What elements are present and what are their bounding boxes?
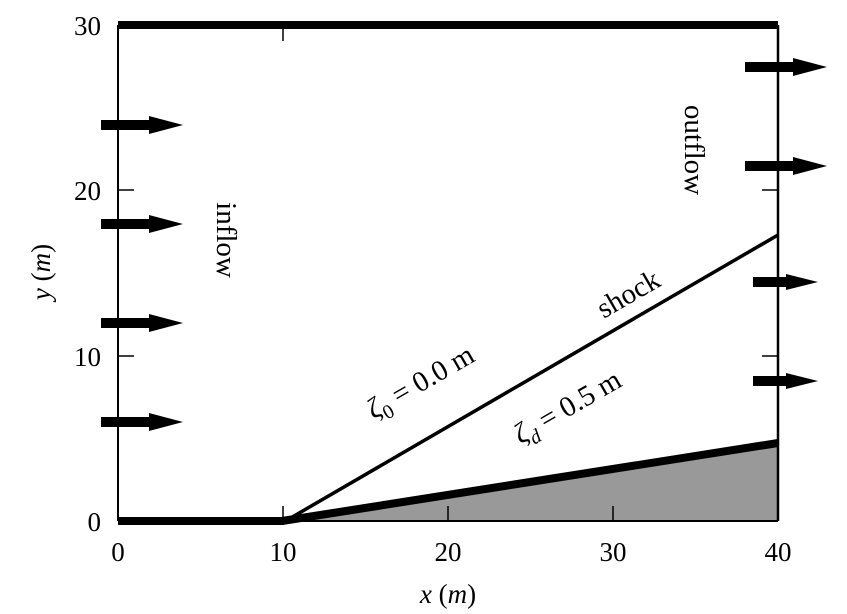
arrow-right-icon [753, 373, 818, 389]
zetad-label: ζd = 0.5 m [508, 363, 630, 455]
x-tick-label: 30 [600, 537, 627, 567]
y-tick-label: 10 [74, 342, 101, 372]
arrow-right-icon [101, 215, 183, 233]
y-tick-label: 30 [74, 11, 101, 41]
inflow-label: inflow [210, 202, 242, 278]
y-tick-label: 20 [74, 176, 101, 206]
inflow-arrows [101, 116, 183, 431]
y-tick-label: 0 [88, 507, 102, 537]
arrow-right-icon [101, 413, 183, 431]
x-tick-label: 20 [435, 537, 462, 567]
outflow-label: outflow [678, 105, 710, 195]
y-axis-label: y (m) [26, 244, 56, 303]
arrow-right-icon [745, 157, 827, 175]
x-axis-label: x (m) [419, 579, 476, 609]
arrow-right-icon [745, 58, 827, 76]
wedge-surface [281, 439, 779, 525]
shock-line [281, 233, 779, 525]
arrow-right-icon [101, 116, 183, 134]
arrow-right-icon [753, 274, 818, 290]
shock-label: shock [591, 263, 666, 325]
x-tick-label: 10 [270, 537, 297, 567]
x-ticks [282, 25, 614, 521]
y-ticks [118, 189, 778, 357]
arrow-right-icon [101, 314, 183, 332]
x-tick-label: 40 [765, 537, 792, 567]
outflow-arrows [745, 58, 827, 389]
x-tick-label: 0 [111, 537, 125, 567]
